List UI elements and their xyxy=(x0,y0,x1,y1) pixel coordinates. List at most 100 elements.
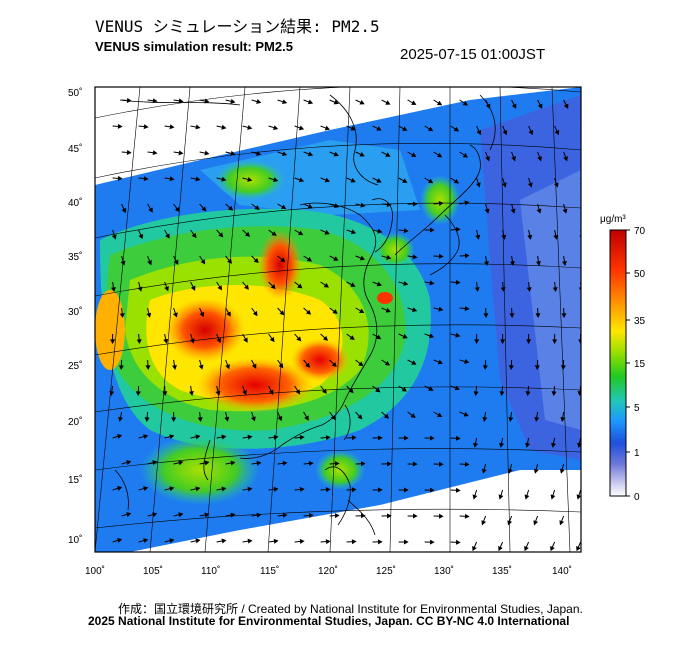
wind-arrow-head xyxy=(281,151,288,157)
wind-arrow-head xyxy=(189,338,195,344)
wind-arrow-head xyxy=(126,512,132,517)
wind-arrow-head xyxy=(135,391,141,397)
wind-arrow-head xyxy=(473,391,479,397)
wind-arrow-head xyxy=(455,539,461,545)
wind-arrow-head xyxy=(281,99,288,105)
wind-arrow-head xyxy=(588,366,591,369)
wind-arrow-head xyxy=(498,546,503,552)
wind-arrow-head xyxy=(204,150,210,156)
wind-arrow-head xyxy=(437,359,443,365)
wind-arrow-shaft xyxy=(590,204,592,213)
lat-tick: 35˚ xyxy=(68,251,82,263)
wind-arrow-head xyxy=(501,234,507,240)
wind-arrow-head xyxy=(119,313,125,318)
wind-arrow-head xyxy=(244,231,251,237)
wind-arrow-head xyxy=(428,178,434,184)
wind-arrow-head xyxy=(375,387,381,393)
wind-arrow-head xyxy=(436,152,443,158)
wind-arrow-head xyxy=(462,152,468,158)
wind-arrow-head xyxy=(225,364,230,370)
wind-arrow-head xyxy=(126,460,132,465)
wind-arrow-head xyxy=(307,151,314,157)
wind-arrow-head xyxy=(526,339,532,345)
lat-tick: 30˚ xyxy=(68,306,82,318)
wind-arrow-head xyxy=(174,206,180,213)
wind-arrow-head xyxy=(247,124,253,130)
wind-arrow-head xyxy=(410,413,416,418)
wind-arrow-head xyxy=(178,98,184,104)
lon-tick: 110˚ xyxy=(201,565,220,577)
map-border xyxy=(94,86,582,553)
wind-arrow-head xyxy=(152,98,158,104)
wind-arrow-head xyxy=(324,177,330,183)
wind-arrow-head xyxy=(411,152,417,157)
wind-arrow-head xyxy=(350,282,356,287)
wind-arrow-head xyxy=(121,207,127,214)
wind-arrow-head xyxy=(499,391,505,397)
wind-arrow-head xyxy=(252,310,258,317)
wind-arrow-head xyxy=(334,513,340,519)
colorbar-tick: 5 xyxy=(634,403,640,414)
wind-arrow-head xyxy=(282,512,288,518)
wind-arrow-head xyxy=(438,461,444,467)
wind-arrow-head xyxy=(308,513,314,518)
wind-arrow-head xyxy=(385,307,391,313)
lon-tick: 130˚ xyxy=(434,565,454,577)
title-english: VENUS simulation result: PM2.5 xyxy=(95,39,293,54)
wind-arrow-head xyxy=(404,487,409,493)
wind-arrow-head xyxy=(195,486,201,492)
wind-arrow-head xyxy=(221,124,227,130)
wind-arrow-head xyxy=(117,434,123,439)
wind-arrow-head xyxy=(333,99,339,105)
wind-arrow-head xyxy=(535,313,541,319)
wind-arrow-head xyxy=(244,284,249,290)
wind-arrow-head xyxy=(386,461,392,467)
wind-arrow-head xyxy=(528,129,534,136)
wind-arrow-shaft xyxy=(587,464,589,473)
wind-arrow-head xyxy=(273,538,279,544)
colorbar-unit: μg/m³ xyxy=(600,214,626,225)
wind-arrow-head xyxy=(162,391,168,397)
wind-arrow-head xyxy=(137,286,143,292)
wind-arrow-head xyxy=(561,260,567,266)
colorbar-tick: 50 xyxy=(634,269,646,280)
wind-arrow-head xyxy=(277,415,283,422)
wind-arrow-head xyxy=(455,227,461,232)
wind-arrow-head xyxy=(550,546,555,552)
wind-arrow-head xyxy=(429,487,435,493)
wind-arrow-head xyxy=(197,417,203,422)
wind-arrow-head xyxy=(552,287,558,292)
wind-arrow-head xyxy=(350,177,356,183)
wind-arrow-head xyxy=(525,442,531,448)
wind-arrow-head xyxy=(299,434,305,440)
wind-arrow-head xyxy=(524,494,530,500)
wind-arrow-head xyxy=(377,487,383,493)
wind-arrow-head xyxy=(559,468,565,474)
wind-arrow-head xyxy=(403,281,409,286)
wind-arrow-head xyxy=(464,461,470,467)
copyright-line: 2025 National Institute for Environmenta… xyxy=(88,614,570,628)
wind-arrow-head xyxy=(172,312,178,318)
wind-arrow-head xyxy=(590,209,593,212)
wind-arrow-head xyxy=(169,538,175,544)
wind-arrow-head xyxy=(527,234,533,240)
wind-arrow-head xyxy=(402,126,408,131)
wind-arrow-head xyxy=(325,435,331,441)
wind-arrow-head xyxy=(204,512,210,518)
wind-arrow-head xyxy=(268,389,274,395)
lat-tick: 45˚ xyxy=(68,143,82,155)
wind-arrow-head xyxy=(333,256,339,261)
wind-arrow-shaft xyxy=(590,100,594,108)
wind-arrow-head xyxy=(250,416,256,422)
colorbar: μg/m³ 70 50 35 15 5 1 0 xyxy=(600,214,646,503)
wind-arrow-head xyxy=(412,513,418,519)
wind-arrow-head xyxy=(533,468,539,474)
wind-arrow-head xyxy=(307,203,313,209)
wind-arrow-head xyxy=(280,257,286,263)
wind-arrow-head xyxy=(171,417,177,423)
wind-arrow-head xyxy=(554,129,560,136)
wind-arrow-head xyxy=(126,97,132,104)
lat-tick: 25˚ xyxy=(68,360,82,372)
wind-arrow-head xyxy=(464,513,470,519)
wind-arrow-head xyxy=(385,100,391,105)
